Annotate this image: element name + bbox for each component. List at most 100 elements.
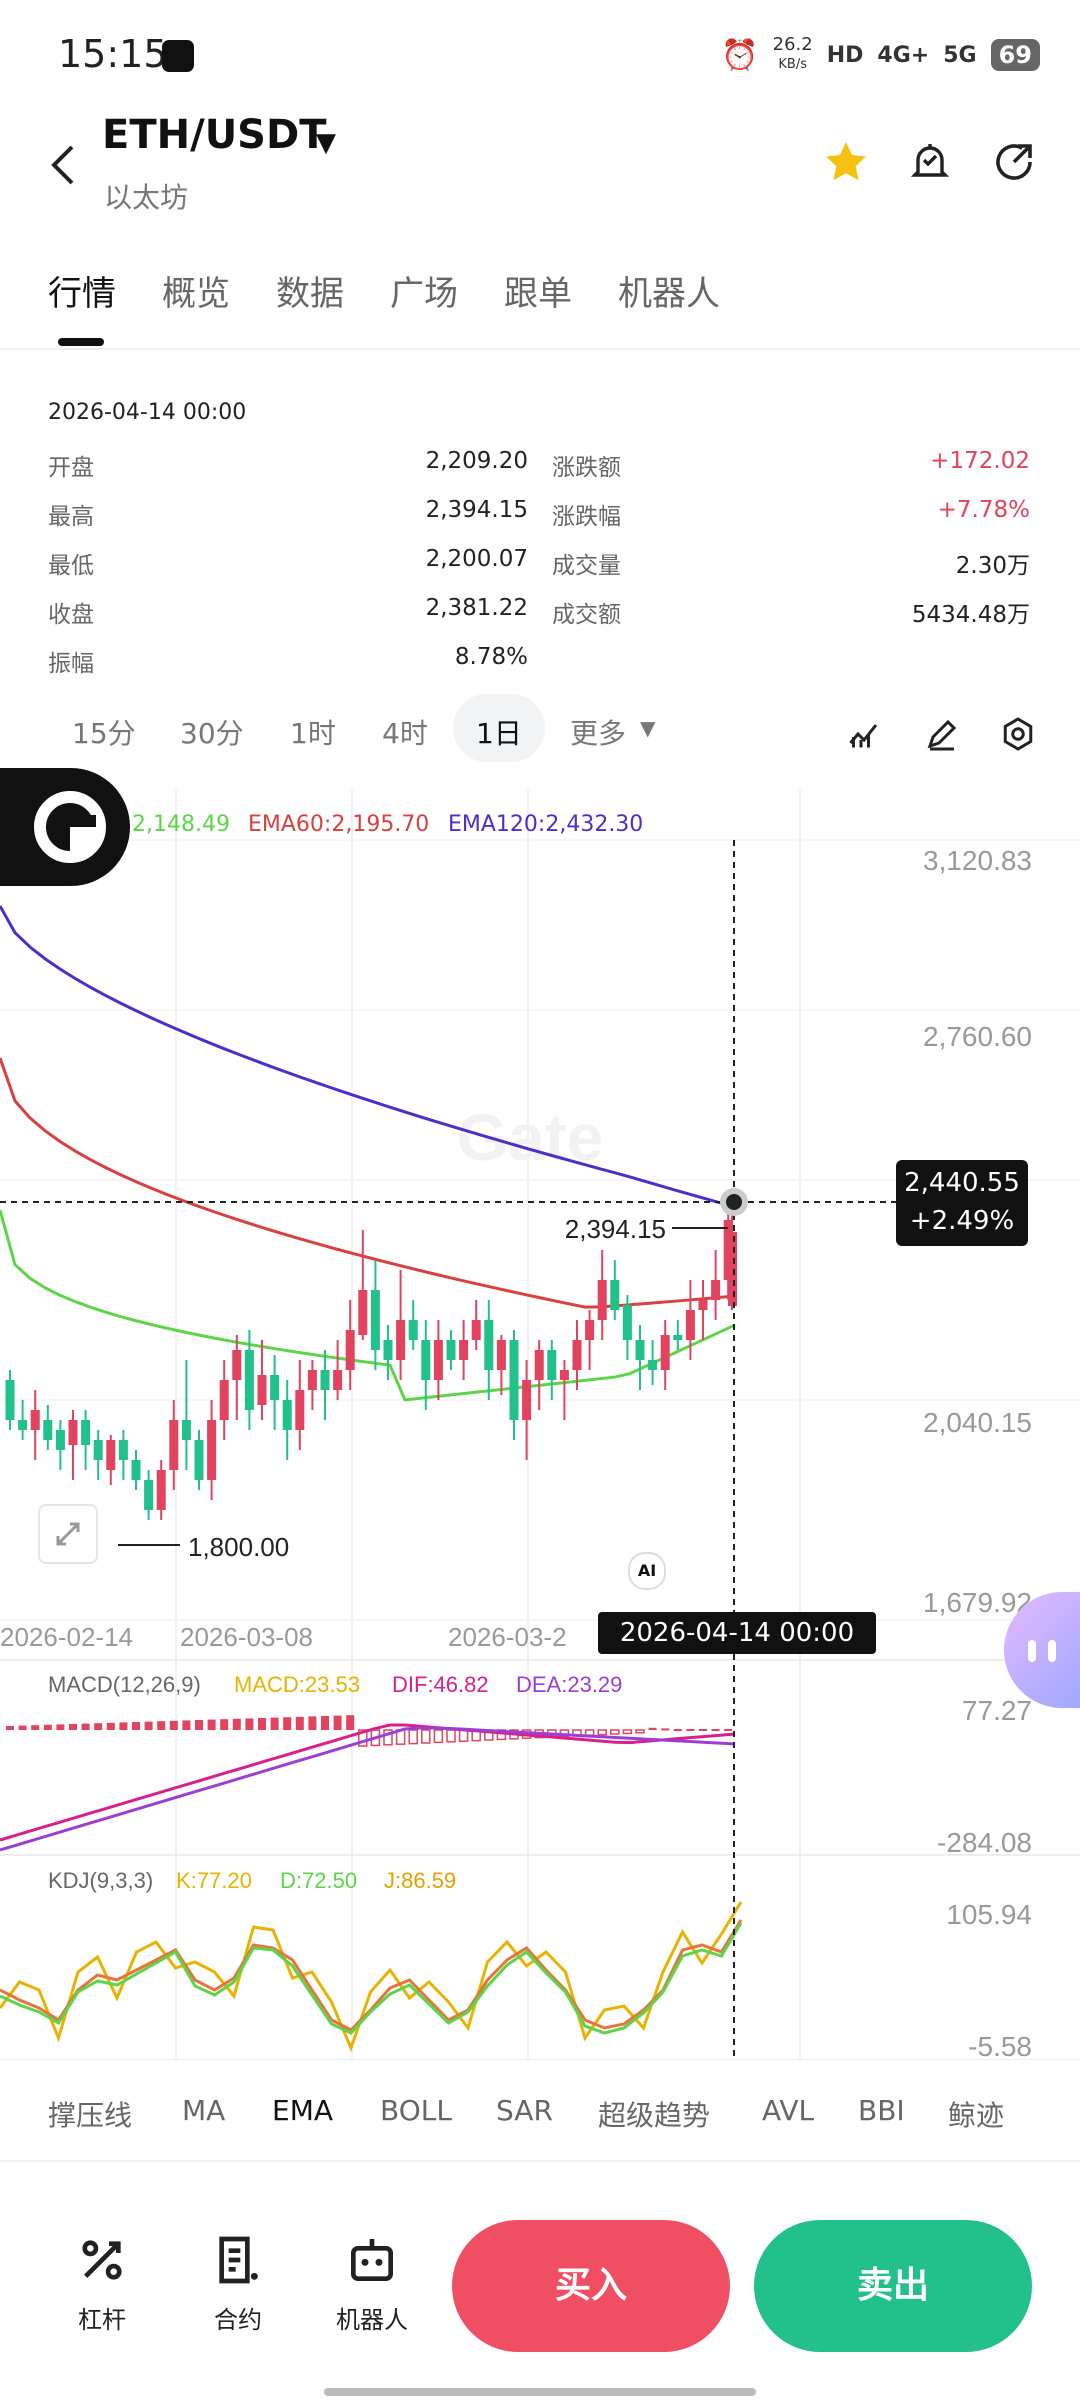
timeframe-30m[interactable]: 30分: [180, 717, 244, 750]
indicator-boll[interactable]: BOLL: [380, 2094, 452, 2127]
tab-robot[interactable]: 机器人: [618, 274, 720, 314]
alert-bell-icon[interactable]: [906, 138, 954, 186]
more-caret-icon[interactable]: ▼: [640, 716, 656, 740]
candle-body: [345, 1330, 355, 1370]
contract-label[interactable]: 合约: [214, 2306, 262, 2334]
timeframe-4h[interactable]: 4时: [382, 717, 428, 750]
macd-bar: [648, 1727, 657, 1730]
tab-data[interactable]: 数据: [276, 274, 344, 314]
stat-value: 2.30万: [955, 553, 1030, 579]
robot-icon[interactable]: [344, 2232, 400, 2292]
timeframe-1d[interactable]: 1日: [476, 717, 522, 750]
candle-body: [156, 1470, 166, 1510]
candle-body: [660, 1335, 670, 1370]
leverage-label[interactable]: 杠杆: [78, 2306, 126, 2334]
candle-body: [244, 1350, 254, 1410]
home-indicator[interactable]: [324, 2388, 756, 2396]
candle-body: [282, 1400, 292, 1430]
macd-bar: [220, 1719, 229, 1730]
candle-body: [597, 1280, 607, 1320]
x-tick: 2026-02-14: [0, 1622, 133, 1652]
candle-body: [307, 1370, 317, 1390]
macd-bar: [458, 1729, 469, 1742]
kdj-title: KDJ(9,3,3): [48, 1868, 153, 1893]
stat-label: 成交额: [552, 602, 621, 628]
kline-chart[interactable]: Gate 2,394.151,800.003,120.832,760.602,0…: [0, 780, 1080, 2060]
tab-market[interactable]: 行情: [48, 274, 116, 314]
share-icon[interactable]: [990, 138, 1038, 186]
macd-bar: [207, 1719, 216, 1730]
indicator-bbi[interactable]: BBI: [858, 2094, 905, 2127]
macd-bar: [81, 1723, 90, 1730]
indicator-whale[interactable]: 鲸迹: [948, 2099, 1005, 2132]
battery-icon: 69: [990, 39, 1040, 71]
signal-5g-icon: 5G: [943, 42, 977, 68]
net-speed: 26.2 KB/s: [772, 34, 813, 73]
pair-title[interactable]: ETH/USDT: [102, 112, 327, 158]
leverage-icon[interactable]: [74, 2232, 130, 2292]
draw-pen-icon[interactable]: [924, 716, 960, 756]
y-tick: 3,120.83: [923, 845, 1032, 876]
d-value: D:72.50: [280, 1868, 357, 1893]
candle-body: [383, 1340, 393, 1360]
contract-icon[interactable]: [210, 2232, 266, 2292]
macd-bar: [446, 1729, 456, 1743]
stat-value: 5434.48万: [911, 602, 1030, 628]
stat-label: 成交量: [552, 553, 621, 579]
macd-bar: [686, 1729, 695, 1731]
pair-dropdown-icon[interactable]: ▼: [316, 128, 336, 158]
stat-label: 最高: [48, 504, 94, 530]
macd-bottom-tick: -284.08: [937, 1827, 1032, 1858]
indicator-icon[interactable]: [846, 716, 882, 756]
buy-button[interactable]: 买入: [452, 2220, 730, 2352]
macd-bar: [421, 1729, 431, 1744]
signal-4g-icon: 4G+: [877, 42, 930, 68]
candle-body: [270, 1375, 280, 1400]
indicator-supertrend[interactable]: 超级趋势: [598, 2099, 711, 2132]
timeframe-15m[interactable]: 15分: [72, 717, 136, 750]
candle-body: [68, 1420, 78, 1445]
candle-body: [144, 1480, 154, 1510]
candle-body: [370, 1290, 380, 1350]
tab-copytrade[interactable]: 跟单: [504, 274, 572, 314]
macd-bar: [622, 1729, 633, 1735]
macd-bar: [182, 1720, 191, 1730]
timeframe-more[interactable]: 更多: [570, 717, 627, 750]
expand-icon[interactable]: [38, 1504, 98, 1564]
macd-bar: [358, 1729, 368, 1747]
star-icon[interactable]: [822, 138, 870, 186]
sell-button[interactable]: 卖出: [754, 2220, 1032, 2352]
indicator-avl[interactable]: AVL: [762, 2094, 815, 2127]
candle-body: [18, 1420, 28, 1430]
timeframe-1h[interactable]: 1时: [290, 717, 336, 750]
stat-value: 2,209.20: [425, 448, 528, 474]
indicator-ema[interactable]: EMA: [272, 2094, 334, 2127]
macd-bar: [283, 1717, 292, 1730]
status-icons: ⏰ 26.2 KB/s HD 4G+ 5G 69: [721, 36, 1040, 74]
gate-float-button[interactable]: [0, 768, 130, 886]
crosshair-date-badge: 2026-04-14 00:00: [598, 1612, 876, 1654]
macd-bar: [144, 1721, 153, 1730]
pair-subtitle: 以太坊: [104, 181, 189, 214]
back-icon[interactable]: [48, 140, 78, 200]
tab-square[interactable]: 广场: [390, 274, 458, 314]
candle-body: [106, 1440, 116, 1470]
stat-label: 收盘: [48, 602, 94, 628]
candle-body: [320, 1370, 330, 1390]
robot-label[interactable]: 机器人: [336, 2306, 408, 2334]
candle-body: [673, 1335, 683, 1340]
candle-body: [181, 1420, 191, 1440]
macd-bar: [43, 1724, 52, 1730]
macd-bar: [724, 1729, 733, 1731]
ai-badge[interactable]: AI: [628, 1552, 666, 1590]
macd-bar: [119, 1722, 128, 1730]
chart-settings-icon[interactable]: [1000, 716, 1036, 756]
indicator-support[interactable]: 撑压线: [48, 2099, 133, 2132]
macd-bar: [610, 1729, 620, 1735]
tab-overview[interactable]: 概览: [162, 274, 230, 314]
ema20-legend: 2,148.49: [132, 812, 230, 837]
indicator-ma[interactable]: MA: [182, 2094, 226, 2127]
indicator-sar[interactable]: SAR: [496, 2094, 553, 2127]
candle-body: [698, 1300, 708, 1310]
macd-bar: [31, 1725, 40, 1730]
